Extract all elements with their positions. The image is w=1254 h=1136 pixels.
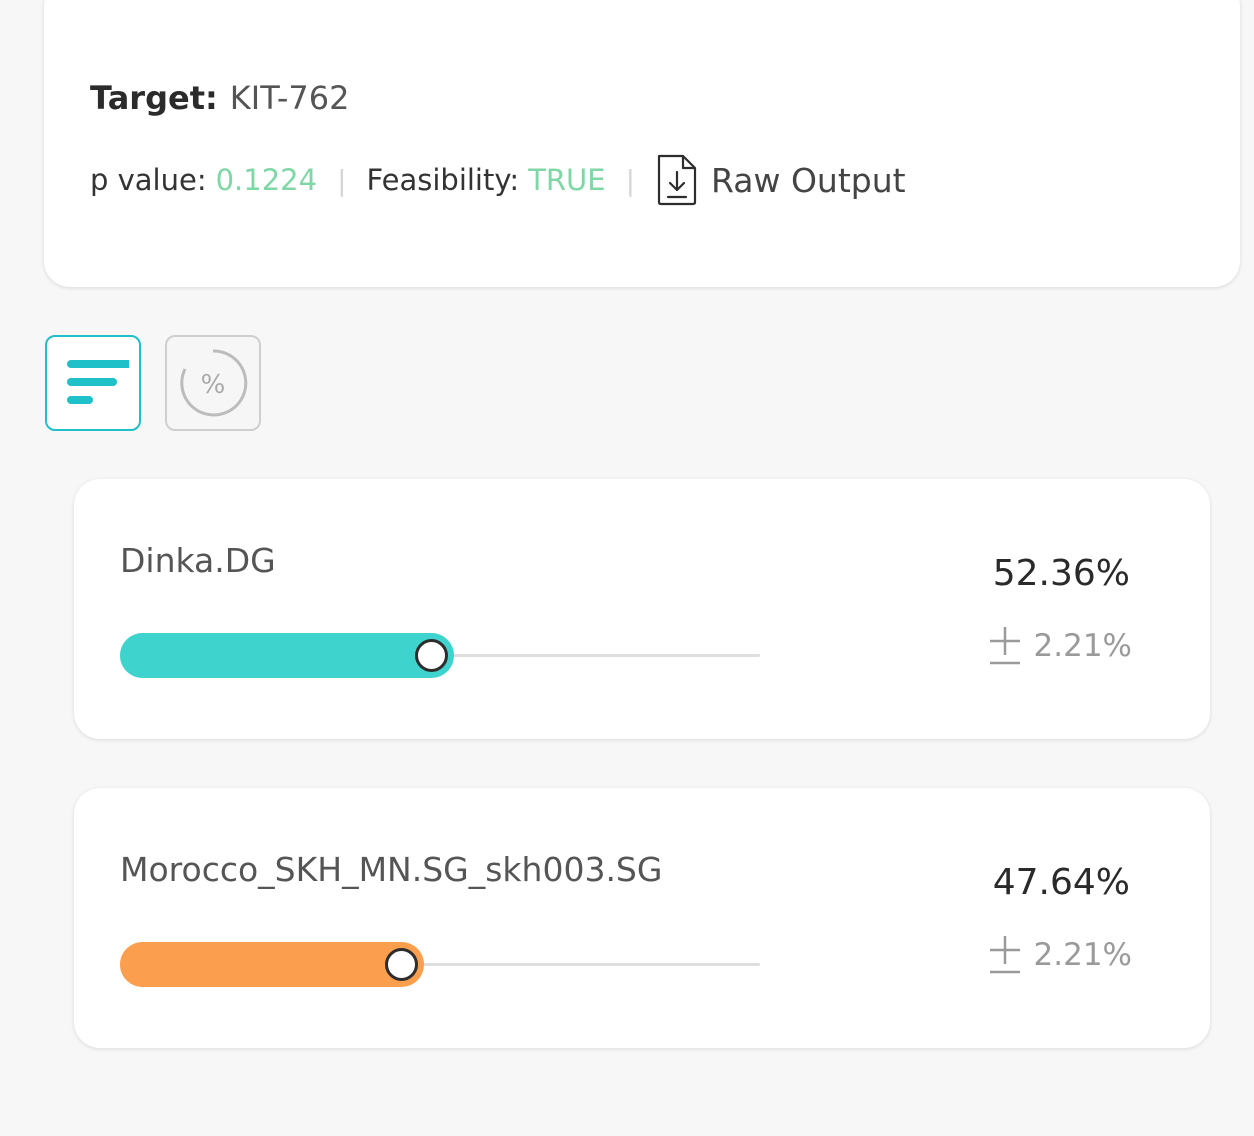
target-row: Target: KIT-762	[90, 78, 349, 118]
slider-track	[120, 963, 760, 966]
target-value: KIT-762	[229, 79, 350, 117]
error-value: 2.21%	[1033, 937, 1132, 973]
percent-icon: %	[180, 349, 248, 417]
raw-output-button[interactable]: Raw Output	[655, 152, 906, 208]
percent-view-toggle[interactable]: %	[165, 335, 261, 431]
ancestry-percent: 47.64%	[992, 862, 1130, 903]
slider-fill	[120, 633, 454, 678]
population-name: Morocco_SKH_MN.SG_skh003.SG	[120, 850, 663, 889]
meta-row: p value: 0.1224 | Feasibility: TRUE | Ra…	[90, 152, 906, 208]
error-margin: 2.21%	[988, 625, 1132, 667]
population-name: Dinka.DG	[120, 541, 276, 580]
feasibility-label: Feasibility:	[366, 163, 520, 197]
slider-knob[interactable]	[415, 639, 448, 672]
download-file-icon	[657, 154, 697, 206]
target-label: Target:	[90, 79, 218, 117]
result-card: Morocco_SKH_MN.SG_skh003.SG 47.64% 2.21%	[74, 788, 1210, 1048]
error-margin: 2.21%	[988, 934, 1132, 976]
separator: |	[625, 163, 636, 197]
raw-output-label: Raw Output	[711, 160, 906, 200]
plus-minus-icon	[989, 627, 1020, 665]
ancestry-percent: 52.36%	[992, 553, 1130, 594]
error-value: 2.21%	[1033, 628, 1132, 664]
p-value: 0.1224	[215, 163, 318, 197]
svg-text:%: %	[201, 370, 226, 400]
slider-knob[interactable]	[385, 948, 418, 981]
feasibility-value: TRUE	[528, 163, 606, 197]
bar-view-toggle[interactable]	[45, 335, 141, 431]
slider-fill	[120, 942, 424, 987]
separator: |	[337, 163, 347, 197]
summary-card: Target: KIT-762 p value: 0.1224 | Feasibi…	[44, 0, 1240, 287]
plus-minus-icon	[989, 936, 1020, 974]
p-value-label: p value:	[90, 163, 207, 197]
result-card: Dinka.DG 52.36% 2.21%	[74, 479, 1210, 739]
bar-chart-icon	[67, 360, 129, 404]
